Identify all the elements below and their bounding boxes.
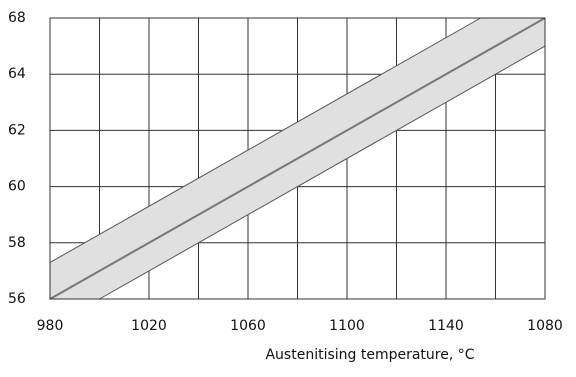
- x-tick-label: 1020: [131, 318, 167, 334]
- band-edge: [99, 45, 546, 300]
- y-tick-label: 58: [8, 235, 26, 251]
- y-tick-label: 56: [8, 291, 26, 307]
- band-edge: [49, 17, 481, 263]
- y-tick-label: 60: [8, 179, 26, 195]
- y-tick-label: 64: [8, 66, 26, 82]
- x-tick-label: 1080: [527, 318, 563, 334]
- plot-frame: [49, 17, 546, 300]
- x-tick-label: 1140: [428, 318, 464, 334]
- y-tick-label: 68: [8, 10, 26, 26]
- x-axis-label: Austenitising temperature, °C: [265, 347, 474, 363]
- y-tick-label: 62: [8, 122, 26, 138]
- centre-line: [49, 17, 546, 300]
- x-tick-label: 1060: [230, 318, 266, 334]
- x-tick-label: 980: [37, 318, 64, 334]
- x-tick-label: 1100: [329, 318, 365, 334]
